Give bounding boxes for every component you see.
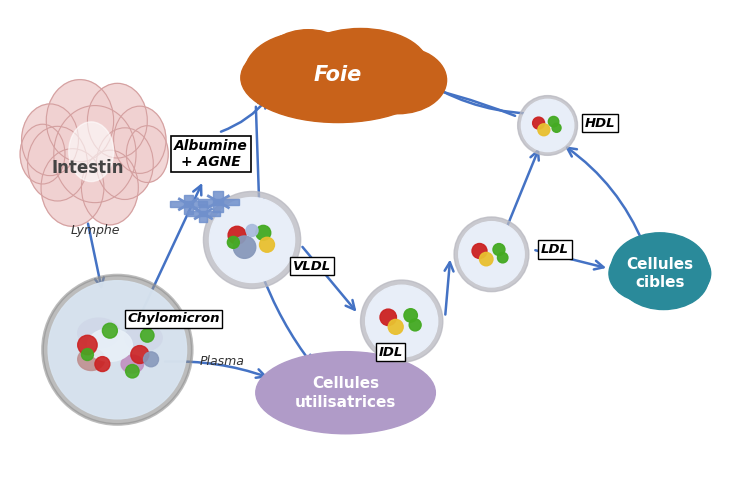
- Ellipse shape: [611, 233, 708, 304]
- Ellipse shape: [121, 355, 143, 373]
- Ellipse shape: [472, 243, 487, 258]
- Ellipse shape: [624, 243, 710, 303]
- Ellipse shape: [77, 348, 104, 371]
- Ellipse shape: [69, 122, 113, 181]
- Ellipse shape: [256, 226, 271, 240]
- Ellipse shape: [87, 329, 132, 361]
- Text: Cellules
cibles: Cellules cibles: [626, 257, 693, 290]
- Ellipse shape: [77, 318, 119, 348]
- Ellipse shape: [532, 117, 544, 129]
- Ellipse shape: [479, 252, 493, 266]
- Ellipse shape: [228, 226, 246, 244]
- Ellipse shape: [87, 84, 147, 158]
- Ellipse shape: [548, 117, 559, 127]
- Ellipse shape: [113, 106, 166, 173]
- Text: Intestin: Intestin: [51, 159, 124, 178]
- Ellipse shape: [234, 236, 256, 258]
- Ellipse shape: [102, 323, 117, 338]
- Ellipse shape: [54, 106, 136, 203]
- Text: HDL: HDL: [585, 117, 615, 130]
- Ellipse shape: [609, 243, 695, 303]
- Ellipse shape: [81, 348, 93, 360]
- Ellipse shape: [96, 128, 153, 200]
- Text: IDL: IDL: [379, 346, 403, 359]
- Polygon shape: [170, 201, 207, 207]
- Ellipse shape: [293, 28, 428, 103]
- Ellipse shape: [552, 123, 561, 132]
- Ellipse shape: [312, 387, 394, 432]
- Ellipse shape: [143, 352, 158, 367]
- Ellipse shape: [517, 96, 578, 156]
- Ellipse shape: [77, 336, 97, 355]
- Ellipse shape: [140, 329, 154, 342]
- Ellipse shape: [264, 30, 353, 93]
- Ellipse shape: [228, 237, 240, 248]
- Polygon shape: [186, 211, 220, 216]
- Text: Chylomicron: Chylomicron: [127, 312, 220, 325]
- Ellipse shape: [380, 309, 397, 325]
- Ellipse shape: [454, 217, 529, 292]
- Ellipse shape: [260, 237, 274, 252]
- Ellipse shape: [388, 319, 403, 335]
- Ellipse shape: [20, 124, 65, 184]
- Ellipse shape: [210, 198, 294, 282]
- Polygon shape: [184, 195, 193, 214]
- Text: Albumine
+ AGNE: Albumine + AGNE: [174, 139, 248, 169]
- Ellipse shape: [28, 126, 87, 201]
- Polygon shape: [198, 199, 239, 205]
- Ellipse shape: [366, 285, 438, 357]
- Polygon shape: [213, 192, 223, 212]
- Ellipse shape: [459, 222, 524, 287]
- Ellipse shape: [95, 357, 110, 372]
- Ellipse shape: [300, 369, 421, 426]
- Ellipse shape: [619, 247, 708, 310]
- Ellipse shape: [41, 149, 104, 227]
- Ellipse shape: [125, 324, 162, 351]
- Text: LDL: LDL: [541, 243, 569, 256]
- Ellipse shape: [521, 99, 574, 152]
- Ellipse shape: [241, 33, 436, 122]
- Ellipse shape: [271, 369, 391, 426]
- Ellipse shape: [245, 32, 372, 114]
- Text: Cellules
utilisatrices: Cellules utilisatrices: [295, 376, 397, 409]
- Ellipse shape: [22, 104, 78, 176]
- Ellipse shape: [493, 243, 505, 255]
- Ellipse shape: [131, 346, 149, 363]
- Ellipse shape: [256, 352, 436, 434]
- Ellipse shape: [246, 225, 258, 237]
- Ellipse shape: [297, 387, 379, 432]
- Text: Plasma: Plasma: [200, 355, 245, 368]
- Text: Foie: Foie: [314, 65, 362, 85]
- Ellipse shape: [125, 364, 139, 378]
- Ellipse shape: [43, 275, 192, 424]
- Ellipse shape: [360, 280, 443, 362]
- Ellipse shape: [349, 47, 447, 114]
- Ellipse shape: [126, 126, 168, 182]
- Ellipse shape: [271, 356, 421, 415]
- Ellipse shape: [47, 80, 113, 162]
- Text: VLDL: VLDL: [293, 260, 331, 273]
- Ellipse shape: [48, 281, 186, 419]
- Ellipse shape: [409, 319, 421, 331]
- Ellipse shape: [404, 309, 418, 322]
- Ellipse shape: [538, 124, 550, 136]
- Ellipse shape: [204, 192, 300, 288]
- Ellipse shape: [497, 252, 508, 263]
- Text: Lymphe: Lymphe: [70, 224, 119, 237]
- Ellipse shape: [81, 150, 138, 225]
- Polygon shape: [199, 205, 207, 222]
